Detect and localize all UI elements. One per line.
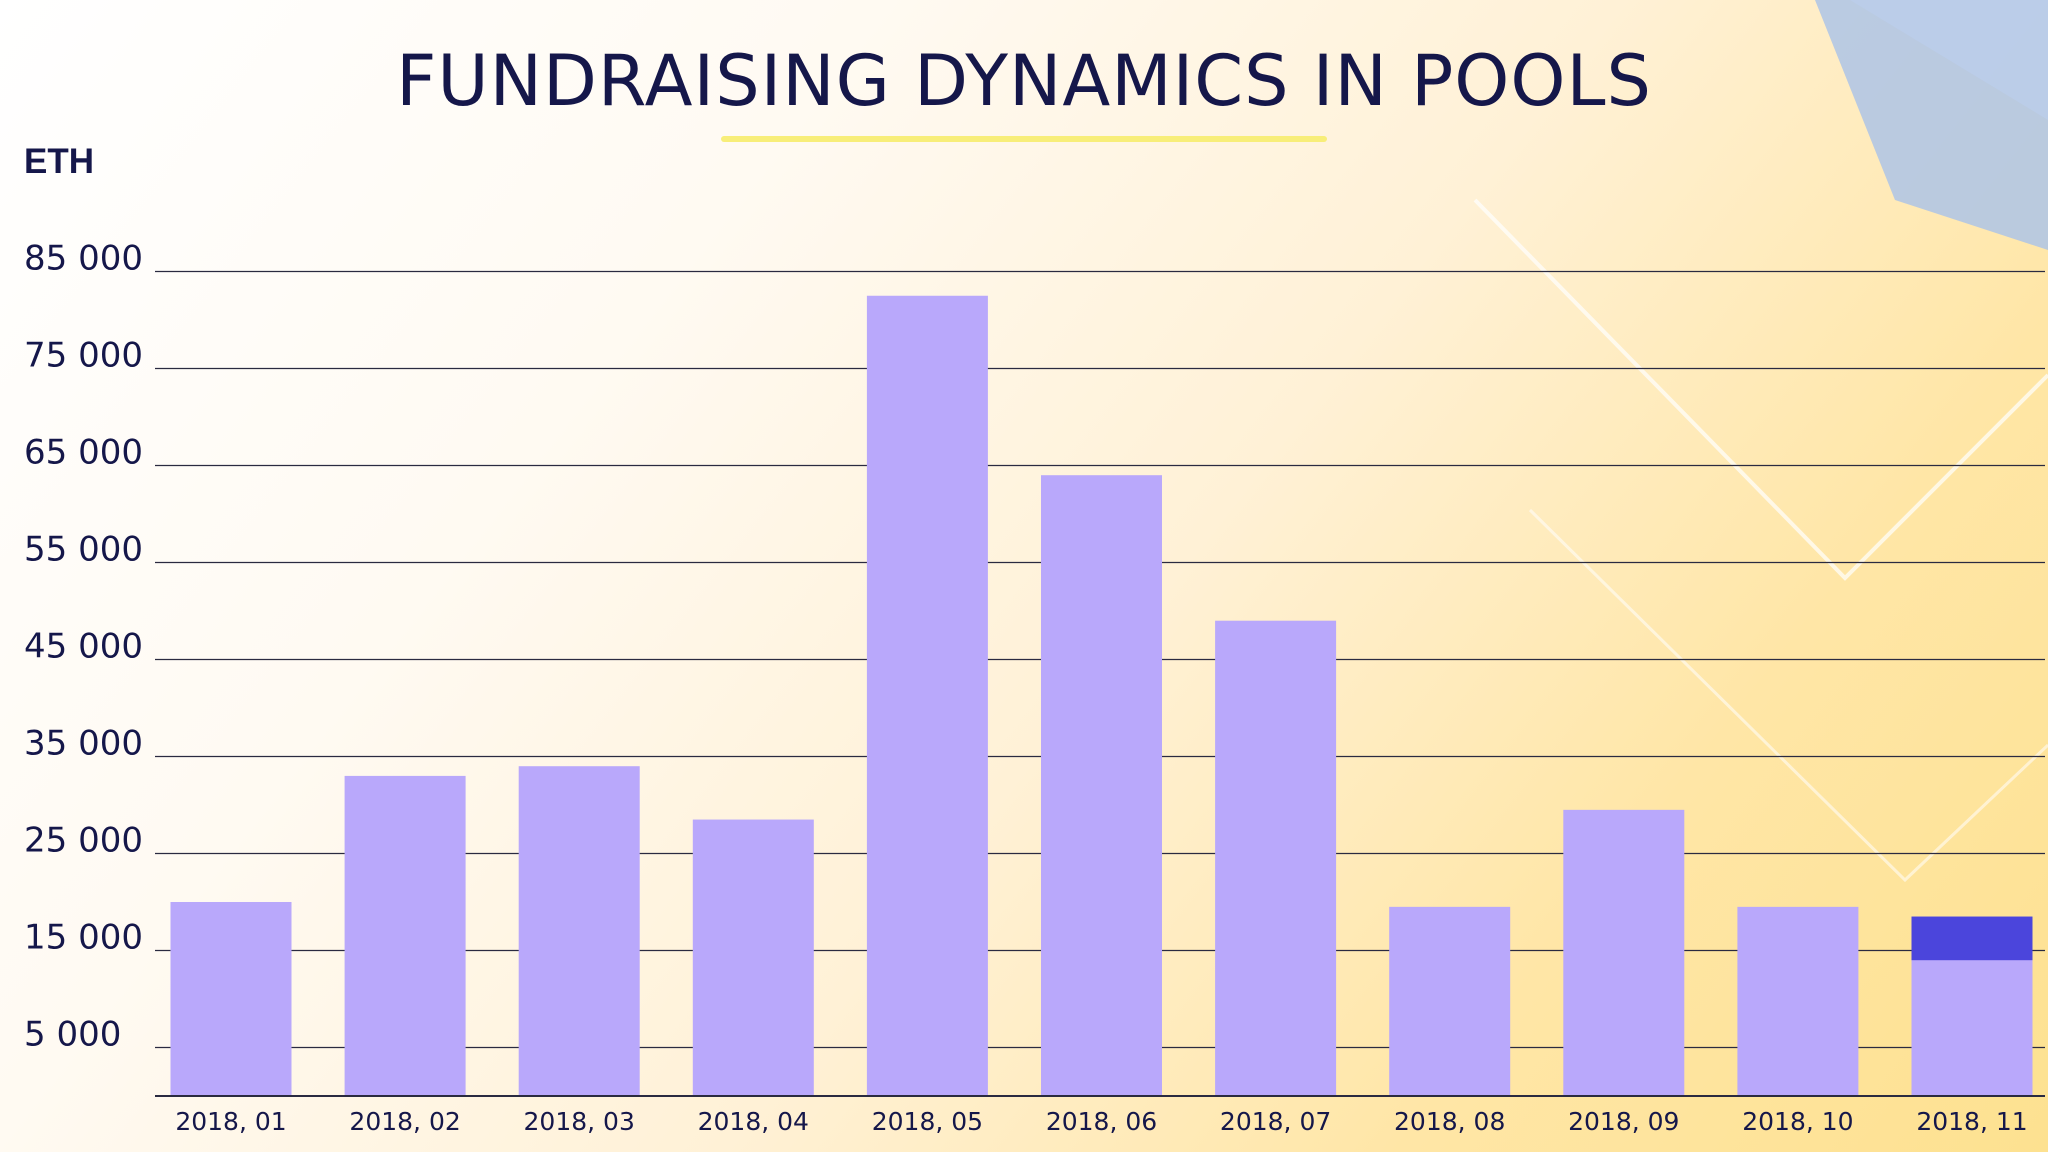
y-tick-label: 45 000 (24, 627, 143, 667)
x-tick-label: 2018, 03 (524, 1107, 635, 1136)
y-tick-label: 5 000 (24, 1015, 121, 1055)
x-tick-label: 2018, 01 (175, 1107, 286, 1136)
title-underline (721, 136, 1327, 142)
bar (1215, 620, 1337, 1096)
bar (1389, 906, 1511, 1096)
y-tick-label: 85 000 (24, 239, 143, 279)
bar (1737, 906, 1859, 1096)
bar (1563, 809, 1685, 1096)
x-tick-label: 2018, 10 (1742, 1107, 1853, 1136)
bar-highlight-segment (1911, 916, 2033, 961)
x-tick-label: 2018, 05 (872, 1107, 983, 1136)
bar (1041, 475, 1162, 1096)
bars (170, 295, 2033, 1096)
axes: 5 000 15 000 25 000 35 000 45 000 55 000 65 00… (24, 239, 2045, 1136)
y-tick-label: 75 000 (24, 336, 143, 376)
bar (518, 766, 640, 1096)
y-tick-label: 65 000 (24, 433, 143, 473)
chart-title: FUNDRAISING DYNAMICS IN POOLS (396, 40, 1652, 122)
x-tick-label: 2018, 07 (1220, 1107, 1331, 1136)
bar (692, 819, 814, 1096)
y-tick-label: 35 000 (24, 724, 143, 764)
bar (344, 775, 466, 1096)
y-tick-label: 25 000 (24, 821, 143, 861)
x-tick-label: 2018, 08 (1394, 1107, 1505, 1136)
x-tick-label: 2018, 02 (349, 1107, 460, 1136)
y-axis-unit-label: ETH (24, 142, 94, 181)
y-tick-label: 15 000 (24, 918, 143, 958)
x-tick-label: 2018, 04 (698, 1107, 809, 1136)
y-tick-label: 55 000 (24, 530, 143, 570)
x-tick-label: 2018, 09 (1568, 1107, 1679, 1136)
x-tick-label: 2018, 11 (1916, 1107, 2027, 1136)
bar (866, 295, 988, 1096)
x-tick-label: 2018, 06 (1046, 1107, 1157, 1136)
bar (170, 902, 292, 1096)
